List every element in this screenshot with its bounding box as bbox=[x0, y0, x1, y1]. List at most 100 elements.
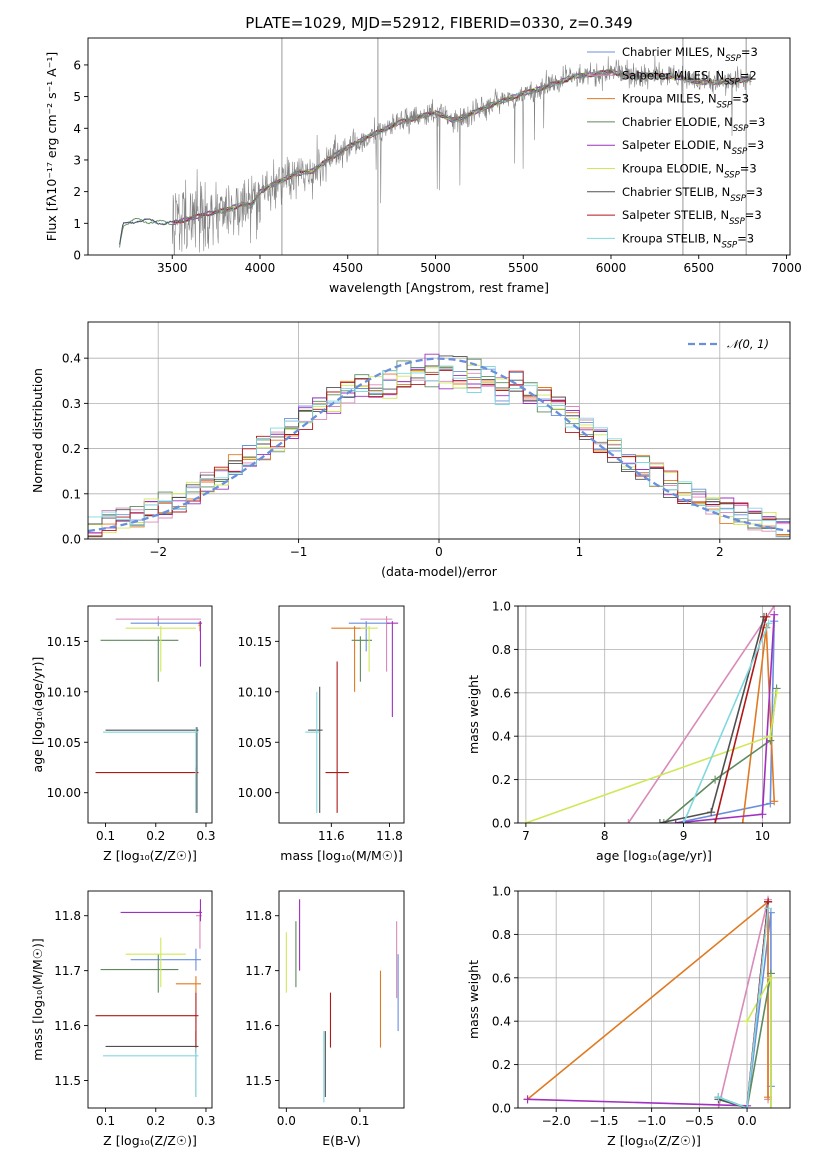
x-tick-label: 6000 bbox=[596, 261, 627, 275]
y-tick-label: 11.6 bbox=[245, 1019, 272, 1033]
residual-histogram bbox=[88, 365, 790, 539]
legend-entry: Salpeter MILES, NSSP=2 bbox=[622, 68, 757, 87]
weight-marker bbox=[521, 819, 530, 823]
y-tick-label: 1.0 bbox=[492, 600, 511, 614]
x-axis-label: Z [log₁₀(Z/Z☉)] bbox=[607, 1133, 701, 1148]
axes-frame bbox=[87, 37, 791, 256]
weight-marker bbox=[764, 904, 773, 913]
y-axis-label: mass weight bbox=[466, 675, 481, 754]
y-tick-label: 10.05 bbox=[47, 736, 81, 750]
y-tick-label: 11.7 bbox=[54, 964, 81, 978]
x-tick-label: 0.2 bbox=[146, 829, 165, 843]
plot-area bbox=[88, 322, 790, 539]
weight-marker bbox=[758, 810, 767, 819]
x-axis-label: wavelength [Angstrom, rest frame] bbox=[329, 280, 549, 295]
plot-area bbox=[305, 616, 399, 813]
weight-marker bbox=[738, 819, 747, 823]
legend-entry: Kroupa MILES, NSSP=3 bbox=[622, 92, 749, 111]
axes-frame bbox=[278, 605, 405, 824]
x-tick-label: −1.0 bbox=[637, 1114, 666, 1128]
x-tick-label: 0 bbox=[435, 545, 443, 559]
x-tick-label: 3500 bbox=[157, 261, 188, 275]
x-tick-label: 0.3 bbox=[196, 829, 215, 843]
weight-marker bbox=[743, 1017, 752, 1026]
y-tick-label: 11.6 bbox=[54, 1019, 81, 1033]
x-tick-label: 5000 bbox=[420, 261, 451, 275]
weight-marker bbox=[655, 819, 664, 823]
plot-area bbox=[119, 38, 752, 255]
x-tick-label: 1 bbox=[576, 545, 584, 559]
weight-marker bbox=[766, 973, 775, 982]
x-tick-label: 7000 bbox=[771, 261, 802, 275]
axes-frame bbox=[87, 605, 213, 824]
weight-series bbox=[627, 606, 775, 823]
weight-marker bbox=[766, 1104, 775, 1108]
y-tick-label: 0.0 bbox=[492, 1102, 511, 1116]
x-tick-label: −1.5 bbox=[589, 1114, 618, 1128]
y-tick-label: 5 bbox=[73, 90, 81, 104]
weight-series bbox=[526, 900, 769, 1100]
plot-area bbox=[95, 899, 202, 1098]
plot-area bbox=[518, 891, 790, 1108]
weight-marker bbox=[707, 808, 716, 817]
x-tick-label: 4000 bbox=[245, 261, 276, 275]
weight-marker bbox=[714, 1093, 723, 1102]
x-tick-label: 11.8 bbox=[376, 829, 403, 843]
x-tick-label: 2 bbox=[716, 545, 724, 559]
y-tick-label: 0.1 bbox=[62, 487, 81, 501]
y-tick-label: 1.0 bbox=[492, 885, 511, 899]
weight-marker bbox=[743, 1104, 752, 1108]
age-vs-mass-panel: 11.6 11.8 10.00 10.05 10.10 10.15 mass [log₁₀(… bbox=[238, 605, 405, 863]
x-tick-label: −2.0 bbox=[542, 1114, 571, 1128]
x-tick-label: −2 bbox=[149, 545, 167, 559]
residuals-panel: −2 −1 0 1 2 0.0 0.1 0.2 0.3 0.4 (data-model)/error… bbox=[30, 321, 791, 579]
x-tick-label: 0.0 bbox=[738, 1114, 757, 1128]
weight-marker bbox=[659, 819, 668, 823]
weight-marker bbox=[764, 619, 773, 628]
y-tick-label: 11.8 bbox=[54, 909, 81, 923]
x-tick-label: 11.6 bbox=[318, 829, 345, 843]
legend-entry: Chabrier ELODIE, NSSP=3 bbox=[622, 115, 765, 134]
y-axis-label: Normed distribution bbox=[30, 368, 45, 493]
observed-spectrum bbox=[171, 55, 752, 255]
legend-entry: Chabrier MILES, NSSP=3 bbox=[622, 45, 758, 64]
x-tick-label: 9 bbox=[680, 829, 688, 843]
y-tick-label: 11.8 bbox=[245, 909, 272, 923]
legend-entry: Kroupa ELODIE, NSSP=3 bbox=[622, 162, 757, 181]
y-tick-label: 11.5 bbox=[245, 1074, 272, 1088]
y-tick-label: 0.8 bbox=[492, 928, 511, 942]
weight-marker bbox=[770, 797, 779, 806]
figure-title: PLATE=1029, MJD=52912, FIBERID=0330, z=0… bbox=[245, 14, 632, 32]
legend-entry: Salpeter ELODIE, NSSP=3 bbox=[622, 138, 764, 157]
y-tick-label: 10.10 bbox=[47, 685, 81, 699]
y-tick-label: 2 bbox=[73, 185, 81, 199]
y-tick-label: 0.2 bbox=[492, 773, 511, 787]
legend-entry: 𝒩(0, 1) bbox=[727, 337, 769, 351]
x-tick-label: 0.0 bbox=[277, 1114, 296, 1128]
y-tick-label: 0 bbox=[73, 249, 81, 263]
axes-frame bbox=[278, 890, 405, 1109]
x-tick-label: 8 bbox=[601, 829, 609, 843]
x-axis-label: Z [log₁₀(Z/Z☉)] bbox=[103, 1133, 197, 1148]
normal-reference-curve bbox=[88, 357, 790, 533]
y-tick-label: 10.05 bbox=[238, 736, 272, 750]
x-tick-label: 4500 bbox=[332, 261, 363, 275]
spectrum-panel: 3500 4000 4500 5000 5500 6000 6500 7000 0 1 2 3 4 5 6 w… bbox=[44, 37, 802, 295]
y-tick-label: 11.5 bbox=[54, 1074, 81, 1088]
y-tick-label: 0.8 bbox=[492, 643, 511, 657]
y-tick-label: 0.3 bbox=[62, 397, 81, 411]
x-axis-label: (data-model)/error bbox=[381, 564, 498, 579]
weight-vs-age-panel: 7 8 9 10 0.0 0.2 0.4 0.6 0.8 1.0 age [log₁₀(age/yr… bbox=[466, 600, 791, 863]
x-tick-label: 7 bbox=[522, 829, 530, 843]
x-axis-label: age [log₁₀(age/yr)] bbox=[596, 848, 712, 863]
weight-marker bbox=[523, 1095, 532, 1104]
x-tick-label: −1 bbox=[290, 545, 308, 559]
y-axis-label: mass weight bbox=[466, 960, 481, 1039]
spectrum-legend: Chabrier MILES, NSSP=3 Salpeter MILES, NS… bbox=[587, 45, 765, 250]
axes-frame bbox=[517, 890, 791, 1109]
x-axis-label: Z [log₁₀(Z/Z☉)] bbox=[103, 848, 197, 863]
x-tick-label: 10 bbox=[755, 829, 770, 843]
y-tick-label: 10.15 bbox=[47, 635, 81, 649]
weight-series bbox=[714, 616, 768, 823]
